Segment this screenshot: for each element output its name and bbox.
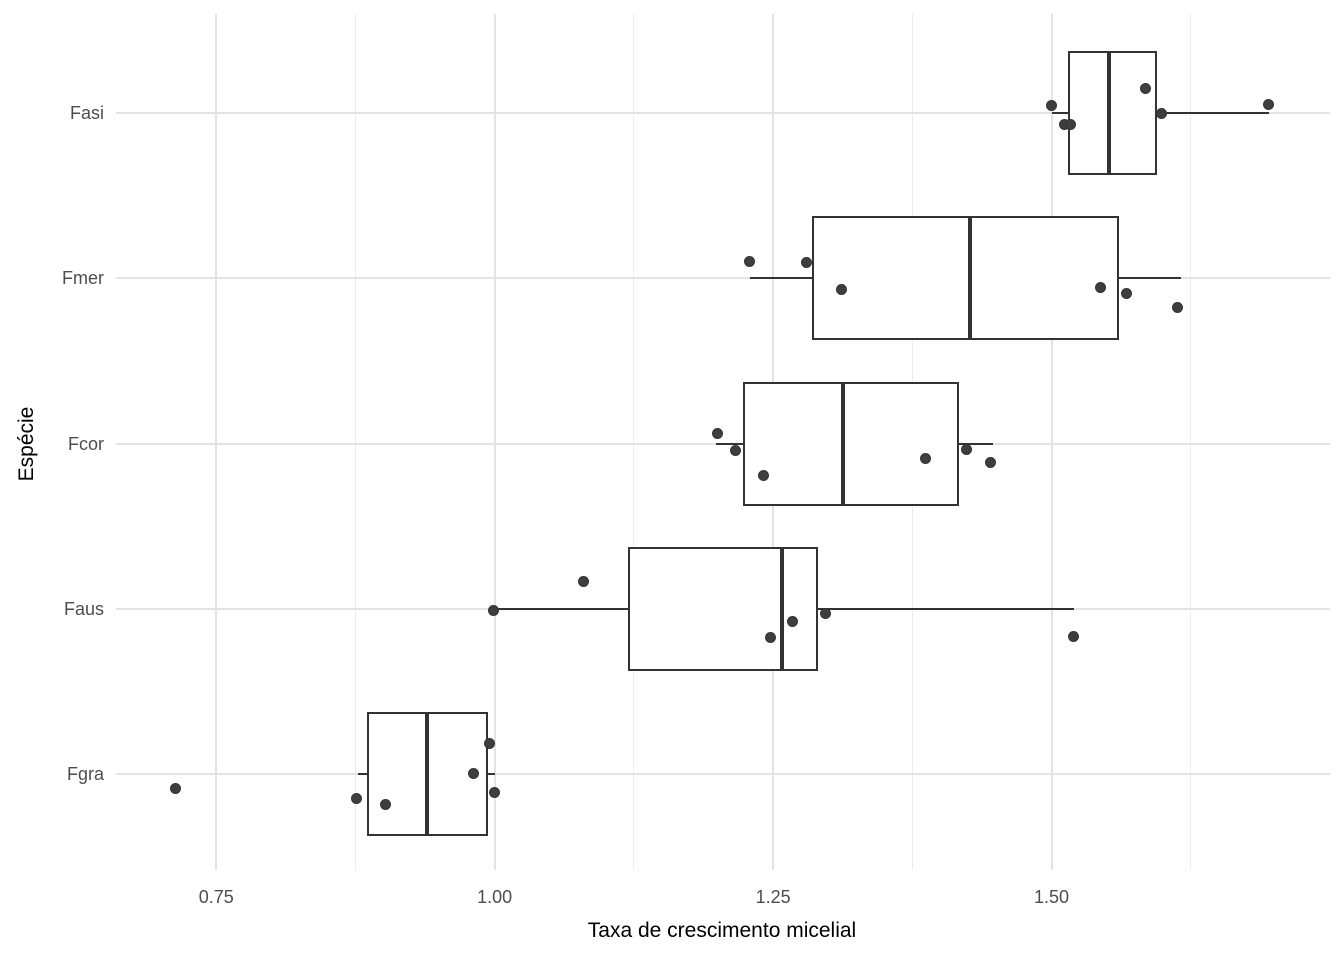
data-point bbox=[1120, 287, 1132, 299]
boxplot-whisker-low bbox=[493, 608, 629, 610]
gridline-horizontal-major bbox=[116, 277, 1330, 280]
data-point bbox=[1139, 82, 1151, 94]
data-point bbox=[835, 283, 847, 295]
data-point bbox=[1095, 281, 1107, 293]
x-axis-title: Taxa de crescimento micelial bbox=[587, 919, 857, 942]
boxplot-whisker-low bbox=[357, 773, 367, 776]
data-point bbox=[765, 631, 777, 643]
gridline-vertical-major bbox=[493, 14, 496, 870]
boxplot-whisker-high bbox=[1157, 112, 1269, 114]
boxplot-whisker-high bbox=[817, 608, 1074, 610]
data-point bbox=[1171, 301, 1183, 313]
x-axis-tick-label: 1.00 bbox=[477, 887, 513, 907]
data-point bbox=[729, 445, 741, 457]
boxplot-whisker-low bbox=[749, 277, 813, 280]
boxplot-box bbox=[628, 547, 818, 671]
data-point bbox=[920, 453, 932, 465]
data-point bbox=[380, 798, 392, 810]
y-axis-label-faus: Faus bbox=[63, 599, 104, 619]
data-point bbox=[483, 737, 495, 749]
data-point bbox=[819, 607, 831, 619]
boxplot-box bbox=[743, 381, 960, 506]
plot-panel bbox=[116, 14, 1330, 870]
y-axis-title: Espécie bbox=[15, 406, 38, 482]
x-axis-tick-label: 1.50 bbox=[1034, 887, 1070, 907]
boxplot-box bbox=[812, 216, 1120, 341]
data-point bbox=[711, 428, 723, 440]
gridline-vertical-minor bbox=[1190, 14, 1192, 870]
data-point bbox=[468, 767, 480, 779]
data-point bbox=[786, 615, 798, 627]
y-axis-label-fasi: Fasi bbox=[69, 103, 104, 123]
data-point bbox=[744, 255, 756, 267]
x-axis-tick-label: 1.25 bbox=[755, 887, 791, 907]
data-point bbox=[351, 792, 363, 804]
data-point bbox=[1064, 118, 1076, 130]
data-point bbox=[1156, 107, 1168, 119]
gridline-horizontal-major bbox=[116, 773, 1330, 776]
gridline-vertical-minor bbox=[354, 14, 357, 870]
boxplot-median-line bbox=[841, 381, 846, 506]
data-point bbox=[1068, 630, 1080, 642]
gridline-vertical-major bbox=[215, 14, 218, 870]
boxplot-whisker-high bbox=[1119, 277, 1181, 280]
data-point bbox=[489, 786, 501, 798]
gridline-horizontal-major bbox=[116, 112, 1330, 114]
data-point bbox=[578, 575, 590, 587]
boxplot-whisker-high bbox=[487, 773, 495, 776]
x-axis-tick-label: 0.75 bbox=[198, 887, 234, 907]
y-axis-label-fmer: Fmer bbox=[62, 268, 104, 289]
y-axis-label-fcor: Fcor bbox=[68, 433, 104, 454]
boxplot-median-line bbox=[780, 547, 785, 671]
boxplot-median-line bbox=[968, 216, 973, 341]
boxplot-median-line bbox=[424, 712, 429, 837]
data-point bbox=[801, 256, 813, 268]
data-point bbox=[961, 444, 973, 456]
data-point bbox=[757, 470, 769, 482]
gridline-vertical-major bbox=[1050, 14, 1053, 870]
data-point bbox=[1263, 98, 1275, 110]
data-point bbox=[488, 604, 500, 616]
boxplot-whisker-high bbox=[959, 442, 993, 445]
gridline-vertical-minor bbox=[633, 14, 635, 870]
y-axis-label-fgra: Fgra bbox=[66, 764, 104, 785]
boxplot-whisker-low bbox=[1051, 112, 1069, 114]
data-point bbox=[984, 457, 996, 469]
data-point bbox=[1046, 99, 1058, 111]
boxplot-whisker-low bbox=[716, 442, 744, 445]
data-point bbox=[169, 782, 181, 794]
boxplot-median-line bbox=[1107, 51, 1112, 175]
boxplot-box bbox=[1068, 51, 1158, 175]
